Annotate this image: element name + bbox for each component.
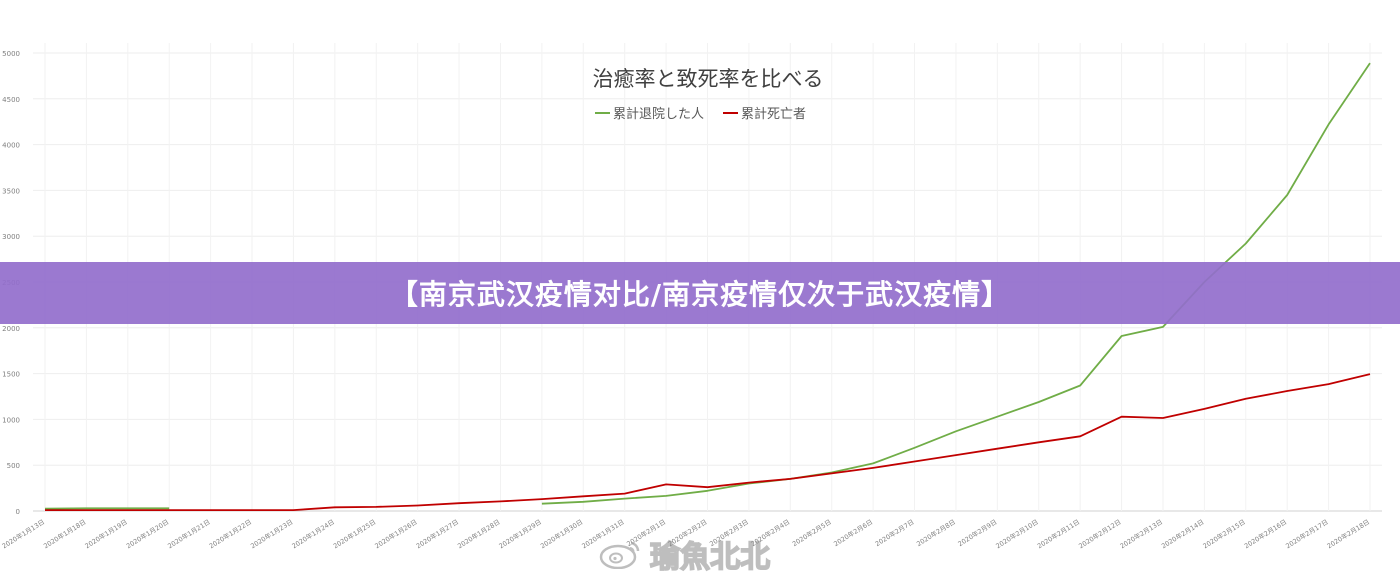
x-tick-label: 2020年2月18日 (1325, 517, 1371, 550)
y-tick-label: 4000 (2, 142, 20, 150)
y-tick-label: 3500 (2, 187, 20, 195)
x-tick-label: 2020年2月15日 (1201, 517, 1247, 550)
series-line-recovered (541, 62, 1371, 505)
x-tick-label: 2020年2月5日 (790, 517, 832, 548)
series-lines (44, 62, 1371, 512)
legend: 累計退院した人 累計死亡者 (595, 106, 806, 122)
x-tick-label: 2020年1月22日 (207, 517, 253, 550)
y-tick-label: 500 (7, 462, 20, 470)
x-tick-label: 2020年2月7日 (873, 517, 915, 548)
banner-text: 【南京武汉疫情对比/南京疫情仅次于武汉疫情】 (389, 278, 1011, 311)
x-tick-label: 2020年1月25日 (331, 517, 377, 550)
chart-title: 治癒率と致死率を比べる (593, 67, 824, 91)
x-tick-label: 2020年1月13日 (0, 517, 46, 550)
y-tick-label: 0 (16, 508, 20, 516)
y-tick-label: 1500 (2, 371, 20, 379)
x-tick-label: 2020年2月13日 (1118, 517, 1164, 550)
y-tick-label: 2000 (2, 325, 20, 333)
x-tick-label: 2020年2月6日 (832, 517, 874, 548)
x-tick-label: 2020年2月11日 (1035, 517, 1081, 550)
watermark: 瑜魚北北 (598, 532, 771, 576)
x-tick-label: 2020年2月8日 (915, 517, 957, 548)
x-tick-label: 2020年2月17日 (1284, 517, 1330, 550)
series-line-deaths (45, 373, 1371, 512)
x-tick-label: 2020年2月10日 (994, 517, 1040, 550)
x-tick-label: 2020年1月26日 (373, 517, 419, 550)
x-tick-label: 2020年2月12日 (1077, 517, 1123, 550)
legend-entry-recovered: 累計退院した人 (613, 106, 704, 122)
x-tick-label: 2020年1月20日 (124, 517, 170, 550)
y-tick-label: 4500 (2, 96, 20, 104)
legend-entry-deaths: 累計死亡者 (741, 106, 806, 122)
x-tick-label: 2020年2月9日 (956, 517, 998, 548)
x-tick-label: 2020年1月28日 (456, 517, 502, 550)
x-tick-label: 2020年1月29日 (497, 517, 543, 550)
x-tick-label: 2020年1月21日 (166, 517, 212, 550)
x-tick-label: 2020年1月23日 (249, 517, 295, 550)
weibo-icon (599, 541, 640, 569)
x-tick-label: 2020年1月30日 (538, 517, 584, 550)
y-tick-label: 5000 (2, 50, 20, 58)
x-tick-label: 2020年1月18日 (42, 517, 88, 550)
x-tick-label: 2020年2月14日 (1160, 517, 1206, 550)
x-tick-label: 2020年1月27日 (414, 517, 460, 550)
x-tick-label: 2020年2月16日 (1242, 517, 1288, 550)
y-tick-label: 3000 (2, 233, 20, 241)
y-tick-label: 1000 (2, 416, 20, 424)
x-tick-label: 2020年1月19日 (83, 517, 129, 550)
x-tick-label: 2020年1月24日 (290, 517, 336, 550)
title-banner: 【南京武汉疫情对比/南京疫情仅次于武汉疫情】 (0, 262, 1400, 324)
watermark-text: 瑜魚北北 (649, 539, 771, 576)
